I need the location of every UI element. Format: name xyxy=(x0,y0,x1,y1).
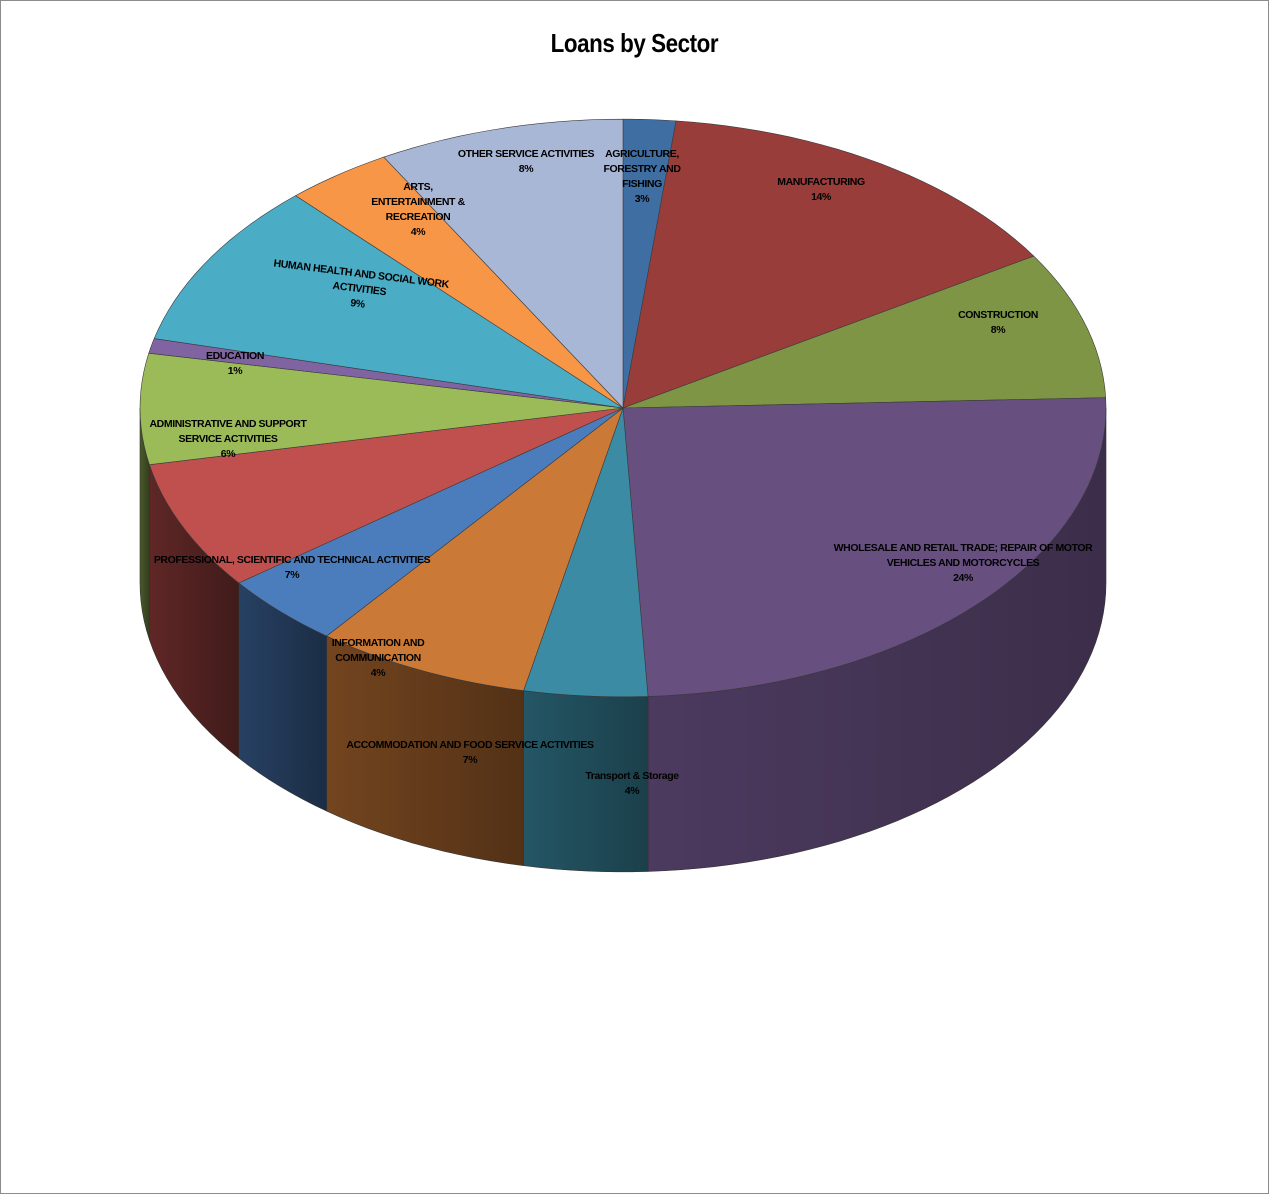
pie-side-walls xyxy=(139,407,1107,873)
slice-label: PROFESSIONAL, SCIENTIFIC AND TECHNICAL A… xyxy=(154,554,431,581)
chart-title: Loans by Sector xyxy=(550,28,719,58)
slice-label: INFORMATION AND COMMUNICATION 4% xyxy=(332,637,425,679)
pie-slice xyxy=(295,156,624,409)
pie-slice xyxy=(139,352,624,465)
pie-slice xyxy=(326,407,624,691)
slice-label: ACCOMMODATION AND FOOD SERVICE ACTIVITIE… xyxy=(346,739,594,766)
slice-label: EDUCATION 1% xyxy=(206,350,264,377)
slice-label: MANUFACTURING 14% xyxy=(777,176,865,203)
pie-slice xyxy=(523,407,649,698)
slice-label: CONSTRUCTION 8% xyxy=(958,309,1038,336)
pie-slice xyxy=(622,120,1035,409)
slice-label: WHOLESALE AND RETAIL TRADE; REPAIR OF MO… xyxy=(834,542,1094,584)
slice-label: ADMINISTRATIVE AND SUPPORT SERVICE ACTIVI… xyxy=(149,418,307,460)
pie-slice xyxy=(149,407,624,584)
pie-top-faces xyxy=(139,118,1107,698)
pie-slice xyxy=(622,255,1106,409)
slice-label: ARTS, ENTERTAINMENT & RECREATION 4% xyxy=(371,181,465,238)
pie-slice xyxy=(238,407,624,637)
pie-slice xyxy=(153,195,624,409)
pie-slice xyxy=(622,397,1107,697)
pie-slice xyxy=(383,118,624,409)
slice-label: Transport & Storage 4% xyxy=(585,770,679,797)
slice-label: AGRICULTURE, FORESTRY AND FISHING 3% xyxy=(603,148,681,205)
slice-label: OTHER SERVICE ACTIVITIES 8% xyxy=(458,148,595,175)
